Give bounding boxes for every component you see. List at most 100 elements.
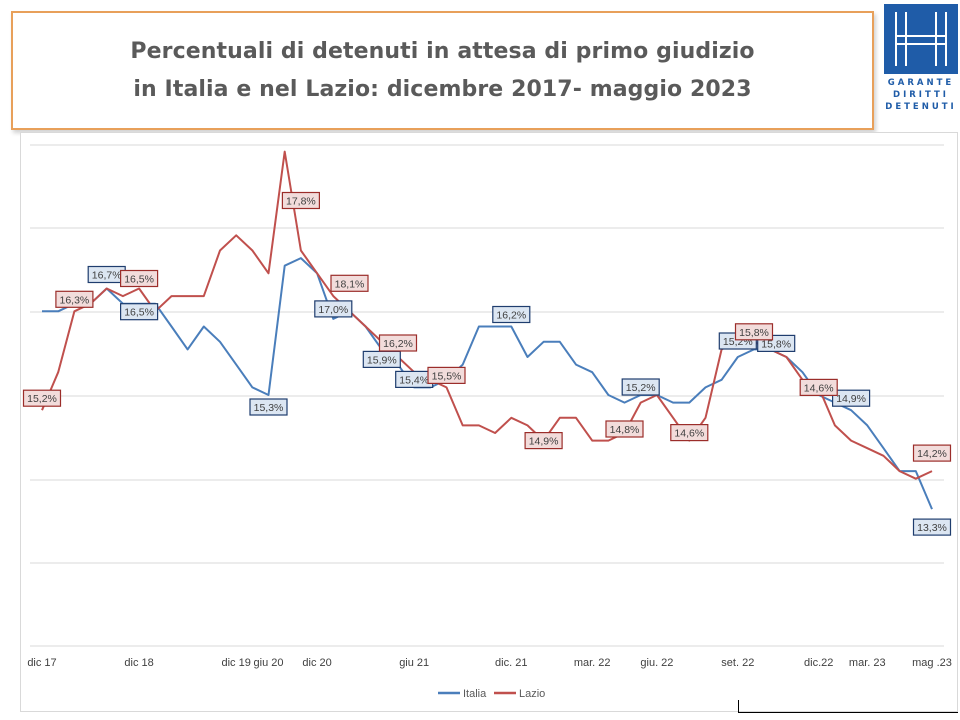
data-label-box [22,389,62,407]
data-label-text: 14,6% [674,428,704,440]
data-label-text: 15,3% [254,402,284,414]
data-label-box [492,305,531,324]
data-label-text: 15,2% [27,393,57,405]
x-tick-label: dic.22 [804,657,833,669]
data-label-box [605,420,644,438]
chart-frame [20,132,958,712]
data-label-text: 14,9% [836,393,866,405]
lazio-data-label: 15,5% [427,366,466,384]
lazio-data-label: 16,5% [119,269,159,288]
data-label-text: 14,2% [917,448,947,460]
lazio-data-label: 15,2% [22,389,62,407]
legend-italia-label: Italia [463,688,487,700]
lazio-data-label: 14,9% [524,432,563,450]
x-tick-label: set. 22 [721,657,754,669]
data-label-box [831,389,871,407]
data-label-box [249,398,288,416]
data-label-text: 16,5% [124,307,154,319]
data-label-box [670,424,709,442]
data-label-text: 16,7% [92,270,122,282]
data-label-text: 15,4% [399,374,429,386]
italia-data-label: 17,0% [314,300,353,318]
italia-data-label: 16,2% [492,305,531,324]
x-tick-label: giu 21 [399,657,429,669]
italia-data-label: 15,9% [362,350,401,368]
data-label-box [119,269,159,288]
data-label-box [378,334,418,352]
data-label-text: 15,5% [432,370,462,382]
logo-mark-icon [884,4,958,74]
legend: Italia Lazio [438,688,545,700]
lazio-data-label: 14,6% [670,424,709,442]
title-line-1: Percentuali di detenuti in attesa di pri… [130,39,755,64]
x-tick-label: dic 19 [222,657,251,669]
data-label-text: 16,5% [124,274,154,286]
italia-data-label: 15,3% [249,398,288,416]
data-label-box [799,378,838,396]
x-tick-label: giu 20 [254,657,284,669]
data-label-box [912,444,952,462]
italia-data-label: 16,5% [119,303,159,321]
italia-data-label: 15,4% [395,370,434,388]
data-label-text: 16,2% [383,338,413,350]
data-label-box [55,290,94,308]
data-label-box [524,432,563,450]
data-label-text: 15,2% [626,382,656,394]
lazio-data-label: 16,2% [378,334,418,352]
data-label-text: 13,3% [917,522,947,534]
lazio-line [41,150,933,480]
logo-text-1: GARANTE [887,78,955,88]
lazio-data-label: 14,8% [605,420,644,438]
lazio-data-label: 14,6% [799,378,838,396]
data-label-text: 14,9% [529,436,559,448]
x-tick-label: mag .23 [912,657,952,669]
data-labels: 16,7%16,5%15,3%17,0%15,9%15,4%16,2%15,2%… [22,191,952,536]
corner-divider [738,712,958,713]
lazio-data-label: 16,3% [55,290,94,308]
data-label-text: 18,1% [335,278,365,290]
x-tick-label: dic 17 [27,657,56,669]
data-label-box [330,274,369,292]
x-tick-label: mar. 23 [849,657,886,669]
data-label-box [621,378,660,396]
lazio-data-label: 14,2% [912,444,952,462]
x-axis-tick-labels: dic 17 dic 18 dic 19 giu 20 dic 20 giu 21 dic.… [27,657,952,669]
data-label-box [314,300,353,318]
data-label-text: 17,0% [318,304,348,316]
x-tick-label: dic 20 [302,657,331,669]
title-line-2: in Italia e nel Lazio: dicembre 2017- ma… [133,77,752,102]
italia-data-label: 13,3% [912,518,952,536]
data-label-box [119,303,159,321]
italia-data-label: 14,9% [831,389,871,407]
logo-text-3: DETENUTI [885,102,957,112]
data-label-box [734,323,774,341]
gridlines [30,144,944,647]
x-tick-label: dic. 21 [495,657,527,669]
lazio-data-label: 18,1% [330,274,369,292]
logo-text-2: DIRITTI [893,90,949,100]
series-lines [41,150,933,510]
italia-data-label: 16,7% [87,265,126,284]
garante-logo: GARANTE DIRITTI DETENUTI [882,4,960,124]
title-box: Percentuali di detenuti in attesa di pri… [11,11,874,130]
data-label-text: 14,8% [610,424,640,436]
data-label-box [912,518,952,536]
data-label-text: 17,8% [286,196,316,208]
legend-lazio-label: Lazio [519,688,545,700]
data-label-text: 15,8% [761,338,791,350]
x-tick-label: mar. 22 [574,657,611,669]
data-label-text: 14,6% [804,382,834,394]
data-label-text: 16,3% [60,294,90,306]
data-label-box [427,366,466,384]
data-label-text: 15,8% [739,327,769,339]
data-label-text: 15,9% [367,354,397,366]
lazio-data-label: 15,8% [734,323,774,341]
data-label-text: 16,2% [496,310,526,322]
corner-divider-left [738,700,739,712]
lazio-data-label: 17,8% [281,191,320,210]
data-label-box [281,191,320,210]
x-tick-label: dic 18 [124,657,153,669]
x-tick-label: giu. 22 [640,657,673,669]
italia-data-label: 15,2% [621,378,660,396]
